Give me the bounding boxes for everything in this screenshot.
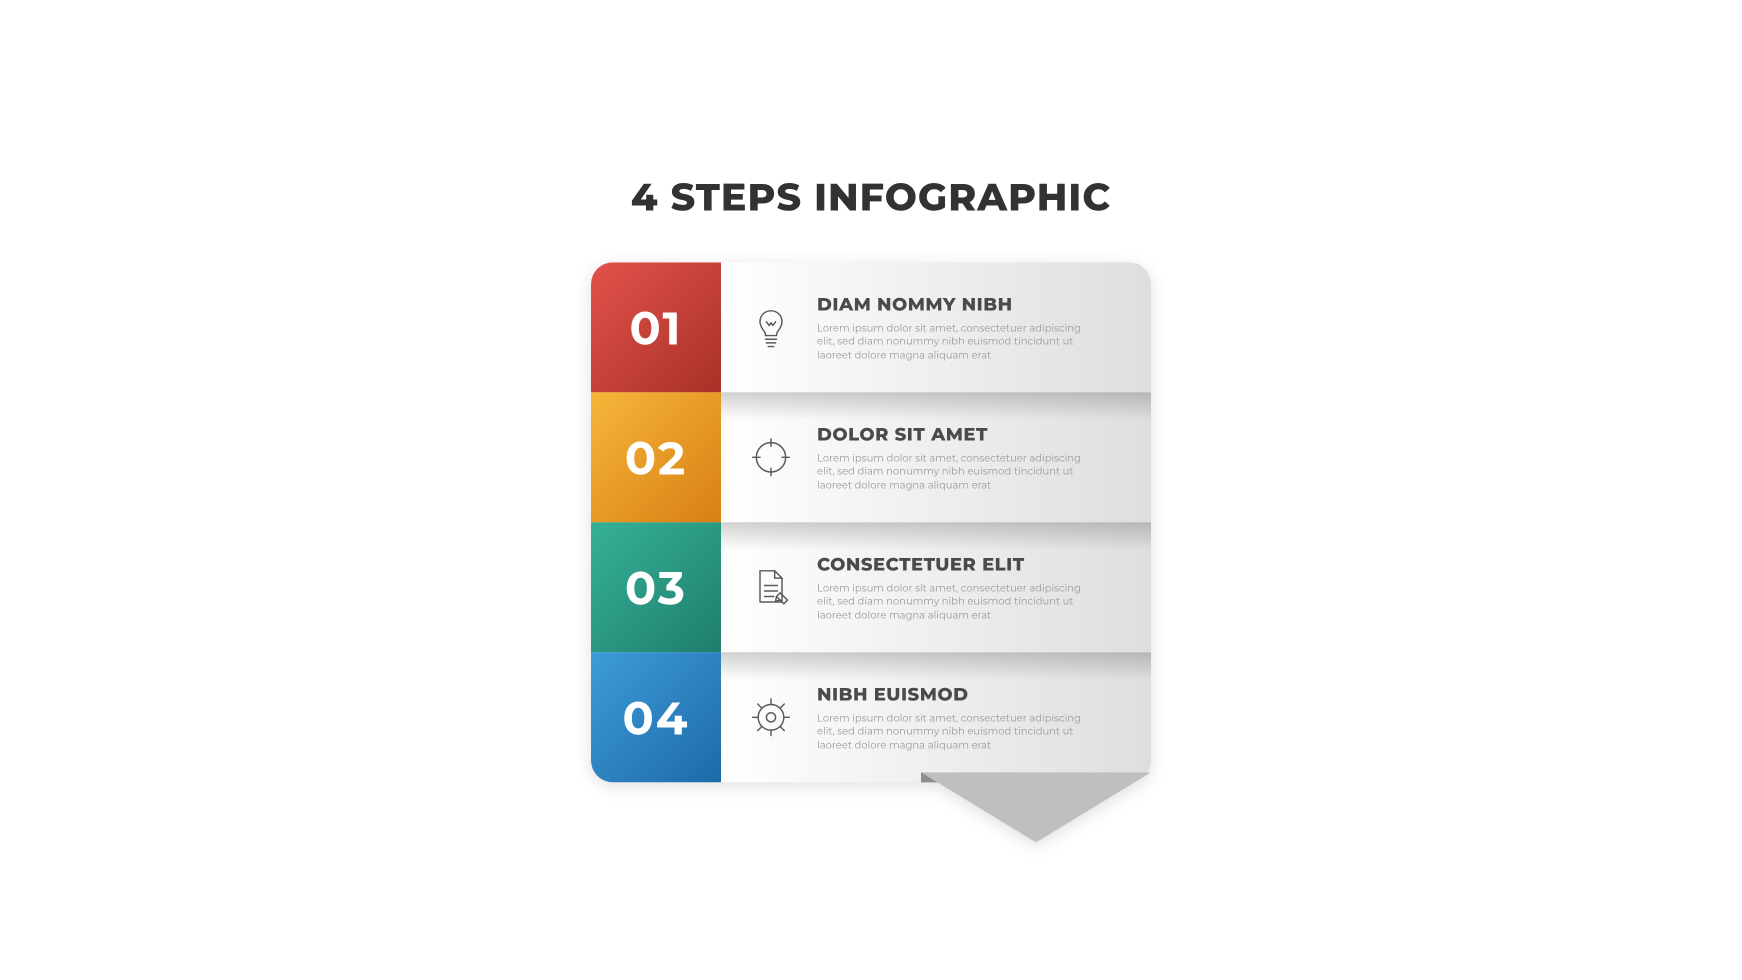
step-number-box: 02 [591,392,721,522]
step-number-box: 04 [591,652,721,782]
ribbon-fold [921,772,1151,842]
step-heading: CONSECTETUER ELIT [817,553,1129,575]
step-number: 03 [625,559,687,616]
step-content: DOLOR SIT AMET Lorem ipsum dolor sit amet… [721,392,1151,522]
lightbulb-icon [739,305,803,349]
steps-list: 01 DIAM NOMMY NIBH Lorem ipsum dolor sit a… [591,262,1151,782]
step-text: NIBH EUISMOD Lorem ipsum dolor sit amet, … [803,683,1129,752]
step-content: NIBH EUISMOD Lorem ipsum dolor sit amet, … [721,652,1151,782]
step-number-box: 03 [591,522,721,652]
step-body: Lorem ipsum dolor sit amet, consectetuer… [817,581,1087,622]
step-row: 03 CONSECTETUER ELIT Lorem ipsum dolor sit… [591,522,1151,652]
page-title: 4 STEPS INFOGRAPHIC [591,173,1151,220]
infographic-stage: 4 STEPS INFOGRAPHIC 01 DIAM NOMMY NIBH Lor… [591,173,1151,782]
document-edit-icon [739,565,803,609]
step-content: DIAM NOMMY NIBH Lorem ipsum dolor sit ame… [721,262,1151,392]
step-text: DIAM NOMMY NIBH Lorem ipsum dolor sit ame… [803,293,1129,362]
gear-icon [739,695,803,739]
step-heading: NIBH EUISMOD [817,683,1129,705]
step-text: CONSECTETUER ELIT Lorem ipsum dolor sit a… [803,553,1129,622]
step-heading: DOLOR SIT AMET [817,423,1129,445]
step-heading: DIAM NOMMY NIBH [817,293,1129,315]
step-row: 02 DOLOR SIT AMET Lorem ipsum dolor sit am… [591,392,1151,522]
step-number: 01 [629,299,682,356]
step-number-box: 01 [591,262,721,392]
step-number: 02 [625,429,687,486]
step-content: CONSECTETUER ELIT Lorem ipsum dolor sit a… [721,522,1151,652]
step-number: 04 [623,689,690,746]
step-row: 04 NIBH EUISMOD Lorem ipsum dolor sit amet… [591,652,1151,782]
step-row: 01 DIAM NOMMY NIBH Lorem ipsum dolor sit a… [591,262,1151,392]
target-icon [739,435,803,479]
step-body: Lorem ipsum dolor sit amet, consectetuer… [817,321,1087,362]
step-body: Lorem ipsum dolor sit amet, consectetuer… [817,711,1087,752]
step-text: DOLOR SIT AMET Lorem ipsum dolor sit amet… [803,423,1129,492]
steps-card: 01 DIAM NOMMY NIBH Lorem ipsum dolor sit a… [591,262,1151,782]
step-body: Lorem ipsum dolor sit amet, consectetuer… [817,451,1087,492]
